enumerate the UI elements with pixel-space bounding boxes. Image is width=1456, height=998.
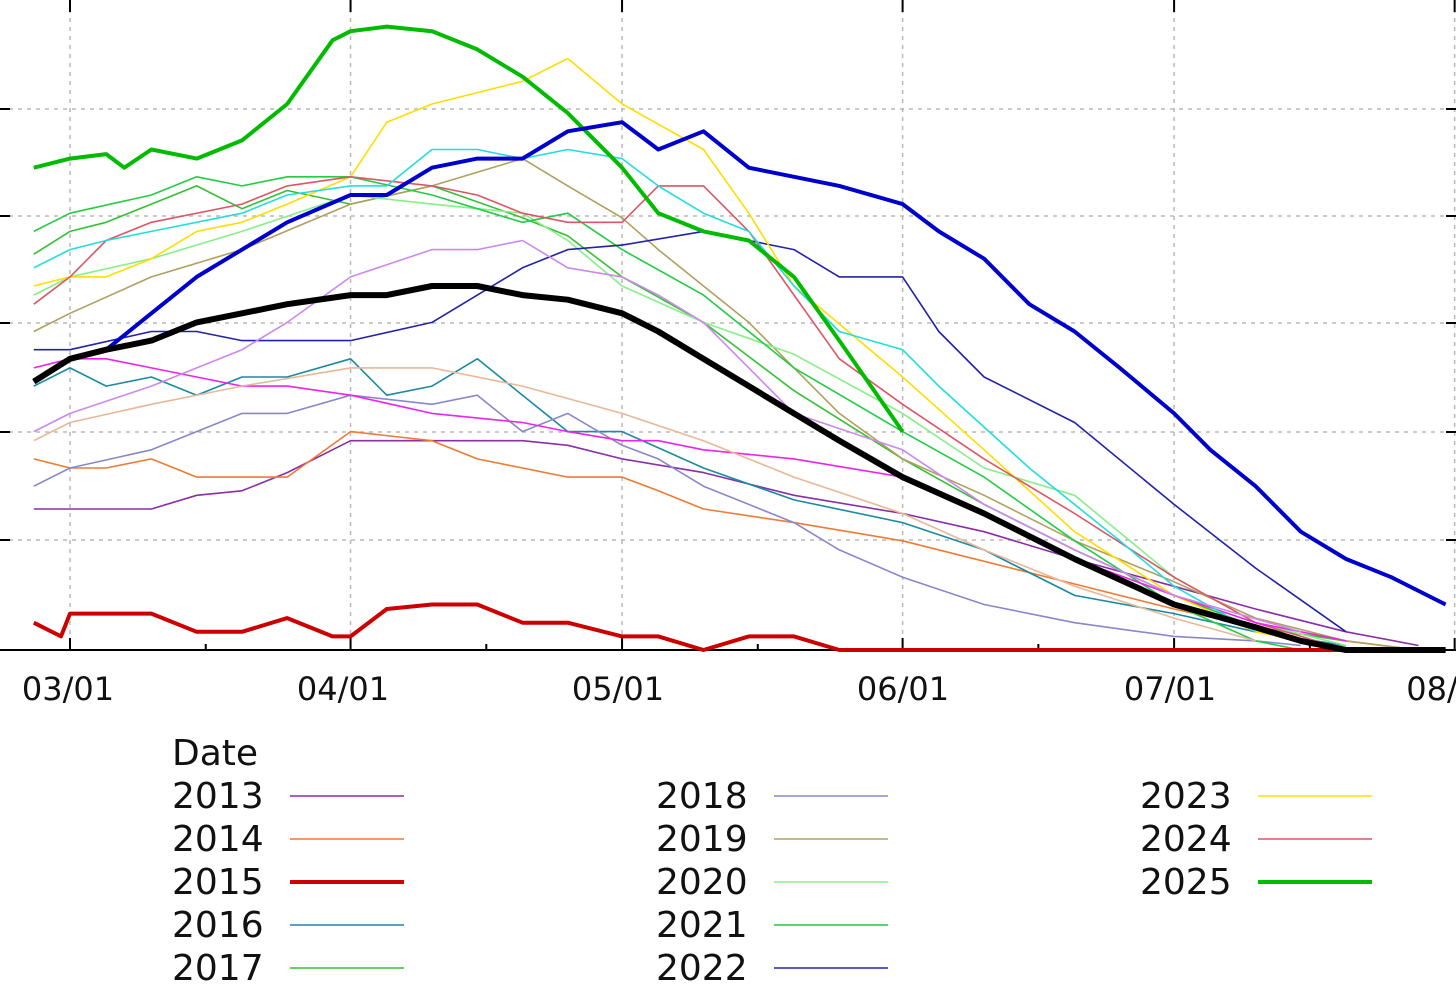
series-line-2024: [33, 176, 1347, 651]
x-tick-label-0: 03/01: [22, 670, 114, 708]
series-line-2025: [33, 24, 905, 433]
series-lines: [32, 24, 1447, 653]
legend-label-2023: 2023: [1140, 776, 1232, 817]
x-tick-label-3: 06/01: [857, 670, 949, 708]
series-line-2020: [33, 194, 1347, 647]
plot-axes: [0, 0, 1456, 651]
legend-label-2019: 2019: [656, 819, 748, 860]
series-line-2014: [33, 430, 1419, 651]
series-line-2018: [33, 394, 1301, 647]
legend-title: Date: [172, 733, 258, 774]
legend: Date 20132014201520162017201820192020202…: [172, 733, 1372, 989]
series-line-2016: [33, 358, 1347, 647]
series-line-unlabeled-15: [33, 358, 1347, 642]
legend-label-2020: 2020: [656, 862, 748, 903]
legend-label-2013: 2013: [172, 776, 264, 817]
grid-lines: [0, 0, 1456, 650]
legend-label-2022: 2022: [656, 948, 748, 989]
legend-label-2016: 2016: [172, 905, 264, 946]
series-line-unlabeled-13: [32, 120, 1447, 607]
legend-label-2015: 2015: [172, 862, 264, 903]
series-line-unlabeled-18: [33, 367, 1256, 642]
series-line-2021: [33, 176, 1301, 651]
legend-label-2024: 2024: [1140, 819, 1232, 860]
x-tick-label-1: 04/01: [297, 670, 389, 708]
series-line-unlabeled-16: [33, 148, 1256, 633]
legend-label-2025: 2025: [1140, 862, 1232, 903]
series-line-unlabeled-17: [33, 239, 1302, 633]
series-line-2019: [33, 157, 1419, 651]
legend-label-2018: 2018: [656, 776, 748, 817]
series-line-2013: [33, 439, 1419, 647]
x-tick-label-2: 05/01: [572, 670, 664, 708]
x-tick-labels: 03/01 04/01 05/01 06/01 07/01 08/: [22, 670, 1456, 708]
series-line-2015: [32, 602, 1446, 652]
series-line-2023: [33, 57, 1347, 651]
legend-label-2014: 2014: [172, 819, 264, 860]
legend-label-2017: 2017: [172, 948, 264, 989]
x-tick-label-4: 07/01: [1124, 670, 1216, 708]
x-tick-label-5: 08/: [1406, 670, 1456, 708]
series-line-unlabeled-14: [32, 283, 1446, 653]
legend-label-2021: 2021: [656, 905, 748, 946]
series-line-2022: [33, 230, 1347, 633]
